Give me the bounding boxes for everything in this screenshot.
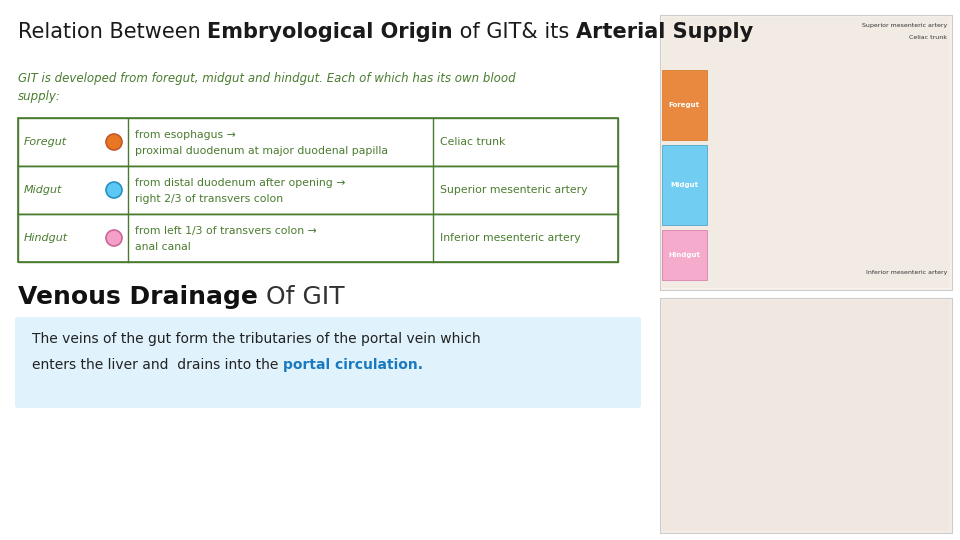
Bar	[660, 298, 952, 533]
Text: The veins of the gut form the tributaries of the portal vein which: The veins of the gut form the tributarie…	[32, 332, 481, 346]
Text: Foregut: Foregut	[24, 137, 67, 147]
Text: enters the liver and  drains into the: enters the liver and drains into the	[32, 358, 283, 372]
Circle shape	[106, 182, 122, 198]
Text: proximal duodenum at major duodenal papilla: proximal duodenum at major duodenal papi…	[135, 146, 388, 156]
Bar	[18, 214, 618, 262]
Text: Celiac trunk: Celiac trunk	[440, 137, 505, 147]
Text: Of GIT: Of GIT	[258, 285, 345, 309]
Bar	[18, 118, 618, 262]
Bar	[660, 15, 952, 290]
Text: Superior mesenteric artery: Superior mesenteric artery	[862, 23, 947, 28]
Text: Hindgut: Hindgut	[668, 252, 700, 258]
Text: Midgut: Midgut	[670, 182, 698, 188]
Text: from left 1/3 of transvers colon →: from left 1/3 of transvers colon →	[135, 226, 317, 236]
Text: Embryological Origin: Embryological Origin	[207, 22, 453, 42]
Bar	[662, 70, 707, 140]
Text: Inferior mesenteric artery: Inferior mesenteric artery	[866, 270, 947, 275]
Text: Arterial Supply: Arterial Supply	[576, 22, 754, 42]
Text: Midgut: Midgut	[24, 185, 62, 195]
Text: Inferior mesenteric artery: Inferior mesenteric artery	[440, 233, 581, 243]
Text: anal canal: anal canal	[135, 242, 191, 252]
Bar	[662, 17, 950, 288]
Bar	[662, 145, 707, 225]
Text: right 2/3 of transvers colon: right 2/3 of transvers colon	[135, 194, 283, 204]
Text: from esophagus →: from esophagus →	[135, 130, 236, 140]
Circle shape	[106, 134, 122, 150]
Text: Celiac trunk: Celiac trunk	[909, 35, 947, 40]
Text: portal circulation.: portal circulation.	[283, 358, 422, 372]
Text: Foregut: Foregut	[668, 102, 700, 108]
Bar	[18, 166, 618, 214]
Text: Hindgut: Hindgut	[24, 233, 68, 243]
Text: Venous Drainage: Venous Drainage	[18, 285, 258, 309]
Bar	[18, 118, 618, 166]
Bar	[662, 230, 707, 280]
Text: GIT is developed from foregut, midgut and hindgut. Each of which has its own blo: GIT is developed from foregut, midgut an…	[18, 72, 516, 103]
Bar	[662, 300, 950, 531]
FancyBboxPatch shape	[15, 317, 641, 408]
Text: of GIT& its: of GIT& its	[453, 22, 576, 42]
Text: from distal duodenum after opening →: from distal duodenum after opening →	[135, 178, 346, 188]
Circle shape	[106, 230, 122, 246]
Text: Superior mesenteric artery: Superior mesenteric artery	[440, 185, 588, 195]
Text: Relation Between: Relation Between	[18, 22, 207, 42]
